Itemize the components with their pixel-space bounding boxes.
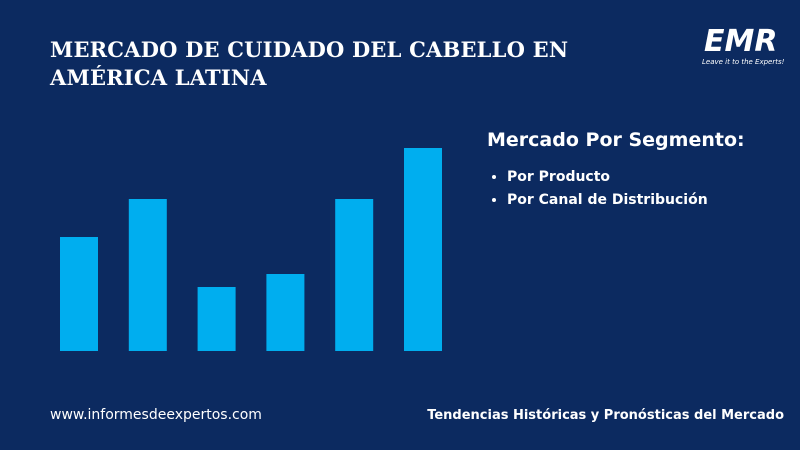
logo-tagline: Leave it to the Experts! (702, 58, 785, 66)
title: MERCADO DE CUIDADO DEL CABELLO EN AMÉRIC… (50, 37, 569, 90)
bar (60, 237, 98, 351)
footer-tagline: Tendencias Históricas y Pronósticas del … (427, 408, 784, 423)
bar (335, 199, 374, 351)
chart (60, 148, 442, 351)
bar (197, 287, 236, 351)
logo: EMR (704, 24, 778, 59)
bar (128, 199, 167, 351)
segment-item: Por Producto (507, 166, 708, 189)
bar (266, 274, 305, 351)
website: www.informesdeexpertos.com (50, 407, 262, 423)
segment-list: Por Producto Por Canal de Distribución (487, 166, 708, 212)
bar (404, 148, 442, 351)
segment-item: Por Canal de Distribución (507, 189, 708, 212)
segment-heading: Mercado Por Segmento: (487, 129, 745, 151)
